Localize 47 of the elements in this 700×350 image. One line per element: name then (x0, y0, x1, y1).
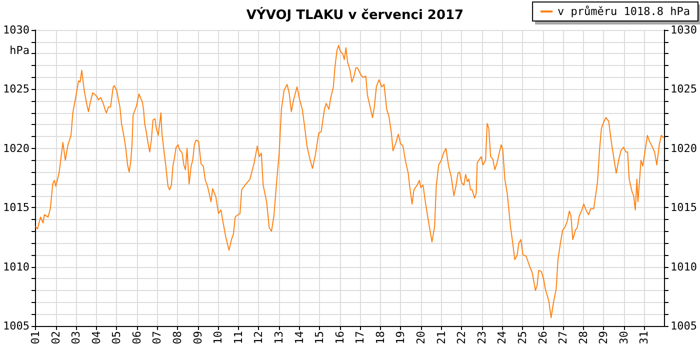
x-tick-label: 06 (130, 331, 144, 344)
x-tick-label: 21 (434, 331, 448, 344)
line-series (34, 44, 664, 318)
x-tick-label: 23 (475, 331, 488, 344)
x-tick-label: 20 (414, 331, 428, 344)
x-tick-label: 01 (28, 331, 42, 344)
y-tick-label: 1005 (2, 320, 30, 332)
x-tick-label: 04 (90, 330, 103, 344)
y-axis-title: hPa (10, 44, 30, 57)
x-tick-label: 17 (354, 331, 367, 344)
y-tick-label: 1015 (2, 201, 30, 214)
x-tick-label: 14 (292, 330, 306, 344)
y2-tick-label: 1025 (670, 82, 698, 96)
x-tick-label: 10 (212, 331, 225, 344)
y2-tick-label: 1030 (670, 24, 698, 36)
x-tick-label: 07 (150, 331, 164, 344)
y-tick-label: 1020 (2, 142, 30, 155)
x-tick-label: 27 (556, 331, 570, 344)
x-tick-label: 26 (536, 331, 550, 344)
x-tick-label: 28 (576, 331, 590, 344)
x-tick-label: 03 (70, 331, 83, 344)
chart-title: VÝVOJ TLAKU v červenci 2017 (246, 6, 464, 23)
x-tick-label: 08 (171, 331, 184, 344)
y2-tick-label: 1020 (670, 142, 698, 155)
x-tick-label: 11 (232, 331, 245, 344)
x-tick-label: 09 (191, 331, 204, 344)
x-tick-label: 16 (333, 331, 346, 344)
x-tick-label: 30 (617, 331, 630, 344)
x-tick-label: 19 (394, 331, 408, 344)
x-tick-label: 02 (49, 331, 62, 344)
x-tick-label: 22 (455, 331, 468, 344)
x-tick-label: 25 (516, 331, 529, 344)
x-tick-label: 13 (272, 331, 286, 344)
y-tick-label: 1010 (2, 260, 30, 274)
x-tick-label: 05 (110, 331, 124, 344)
x-tick-label: 18 (374, 331, 387, 344)
y2-tick-label: 1005 (670, 320, 698, 332)
y-tick-label: 1030 (2, 24, 30, 36)
x-tick-label: 31 (638, 331, 651, 344)
x-tick-label: 24 (496, 330, 509, 344)
x-tick-label: 12 (252, 331, 266, 344)
y-tick-label: 1025 (2, 82, 30, 96)
y2-tick-label: 1010 (670, 260, 698, 274)
y2-tick-label: 1015 (670, 201, 698, 214)
legend-label: v průměru 1018.8 hPa (558, 5, 690, 18)
x-tick-label: 15 (313, 331, 326, 344)
x-tick-label: 29 (597, 331, 610, 344)
